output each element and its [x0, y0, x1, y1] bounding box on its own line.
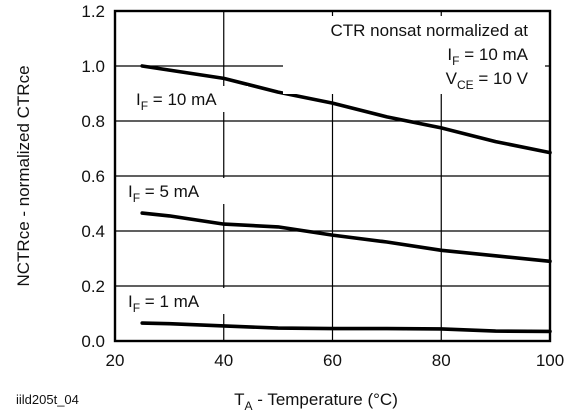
x-tick-label-1: 40 — [214, 351, 233, 370]
annotation-line-3: VCE = 10 V — [446, 69, 529, 92]
x-tick-label-0: 20 — [106, 351, 125, 370]
y-tick-label-0: 0.0 — [81, 332, 105, 351]
label-bg-5ma — [122, 178, 228, 204]
series-label-10ma: IF = 10 mA — [136, 90, 217, 113]
y-tick-label-3: 0.6 — [81, 167, 105, 186]
y-tick-label-4: 0.8 — [81, 112, 105, 131]
x-tick-label-3: 80 — [432, 351, 451, 370]
label-backgrounds — [122, 16, 545, 314]
label-bg-10ma — [130, 86, 248, 112]
annotation-line-1: CTR nonsat normalized at — [331, 21, 529, 40]
x-tick-label-2: 60 — [323, 351, 342, 370]
data-curves — [140, 64, 552, 334]
plot-frame — [113, 9, 552, 343]
x-axis-label: TA - Temperature (°C) — [234, 390, 398, 413]
label-bg-1ma — [122, 288, 228, 314]
tick-labels: 20 40 60 80 100 0.0 0.2 0.4 0.6 0.8 1.0 1.2 — [81, 2, 564, 370]
y-axis-label: NCTRce - normalized CTRce — [14, 65, 33, 286]
y-tick-label-1: 0.2 — [81, 277, 105, 296]
x-tick-label-4: 100 — [536, 351, 564, 370]
y-tick-label-5: 1.0 — [81, 57, 105, 76]
series-label-5ma: IF = 5 mA — [128, 182, 200, 205]
annotation-background — [283, 16, 545, 94]
curve-if-10ma — [140, 64, 552, 155]
annotation-line-2: IF = 10 mA — [447, 45, 528, 68]
y-tick-label-6: 1.2 — [81, 2, 105, 21]
curve-if-1ma — [140, 321, 552, 334]
curve-if-5ma — [140, 211, 552, 264]
annotation-box: CTR nonsat normalized at IF = 10 mA VCE … — [331, 21, 529, 92]
figure-id: iild205t_04 — [16, 392, 79, 407]
y-tick-label-2: 0.4 — [81, 222, 105, 241]
series-label-1ma: IF = 1 mA — [128, 292, 200, 315]
